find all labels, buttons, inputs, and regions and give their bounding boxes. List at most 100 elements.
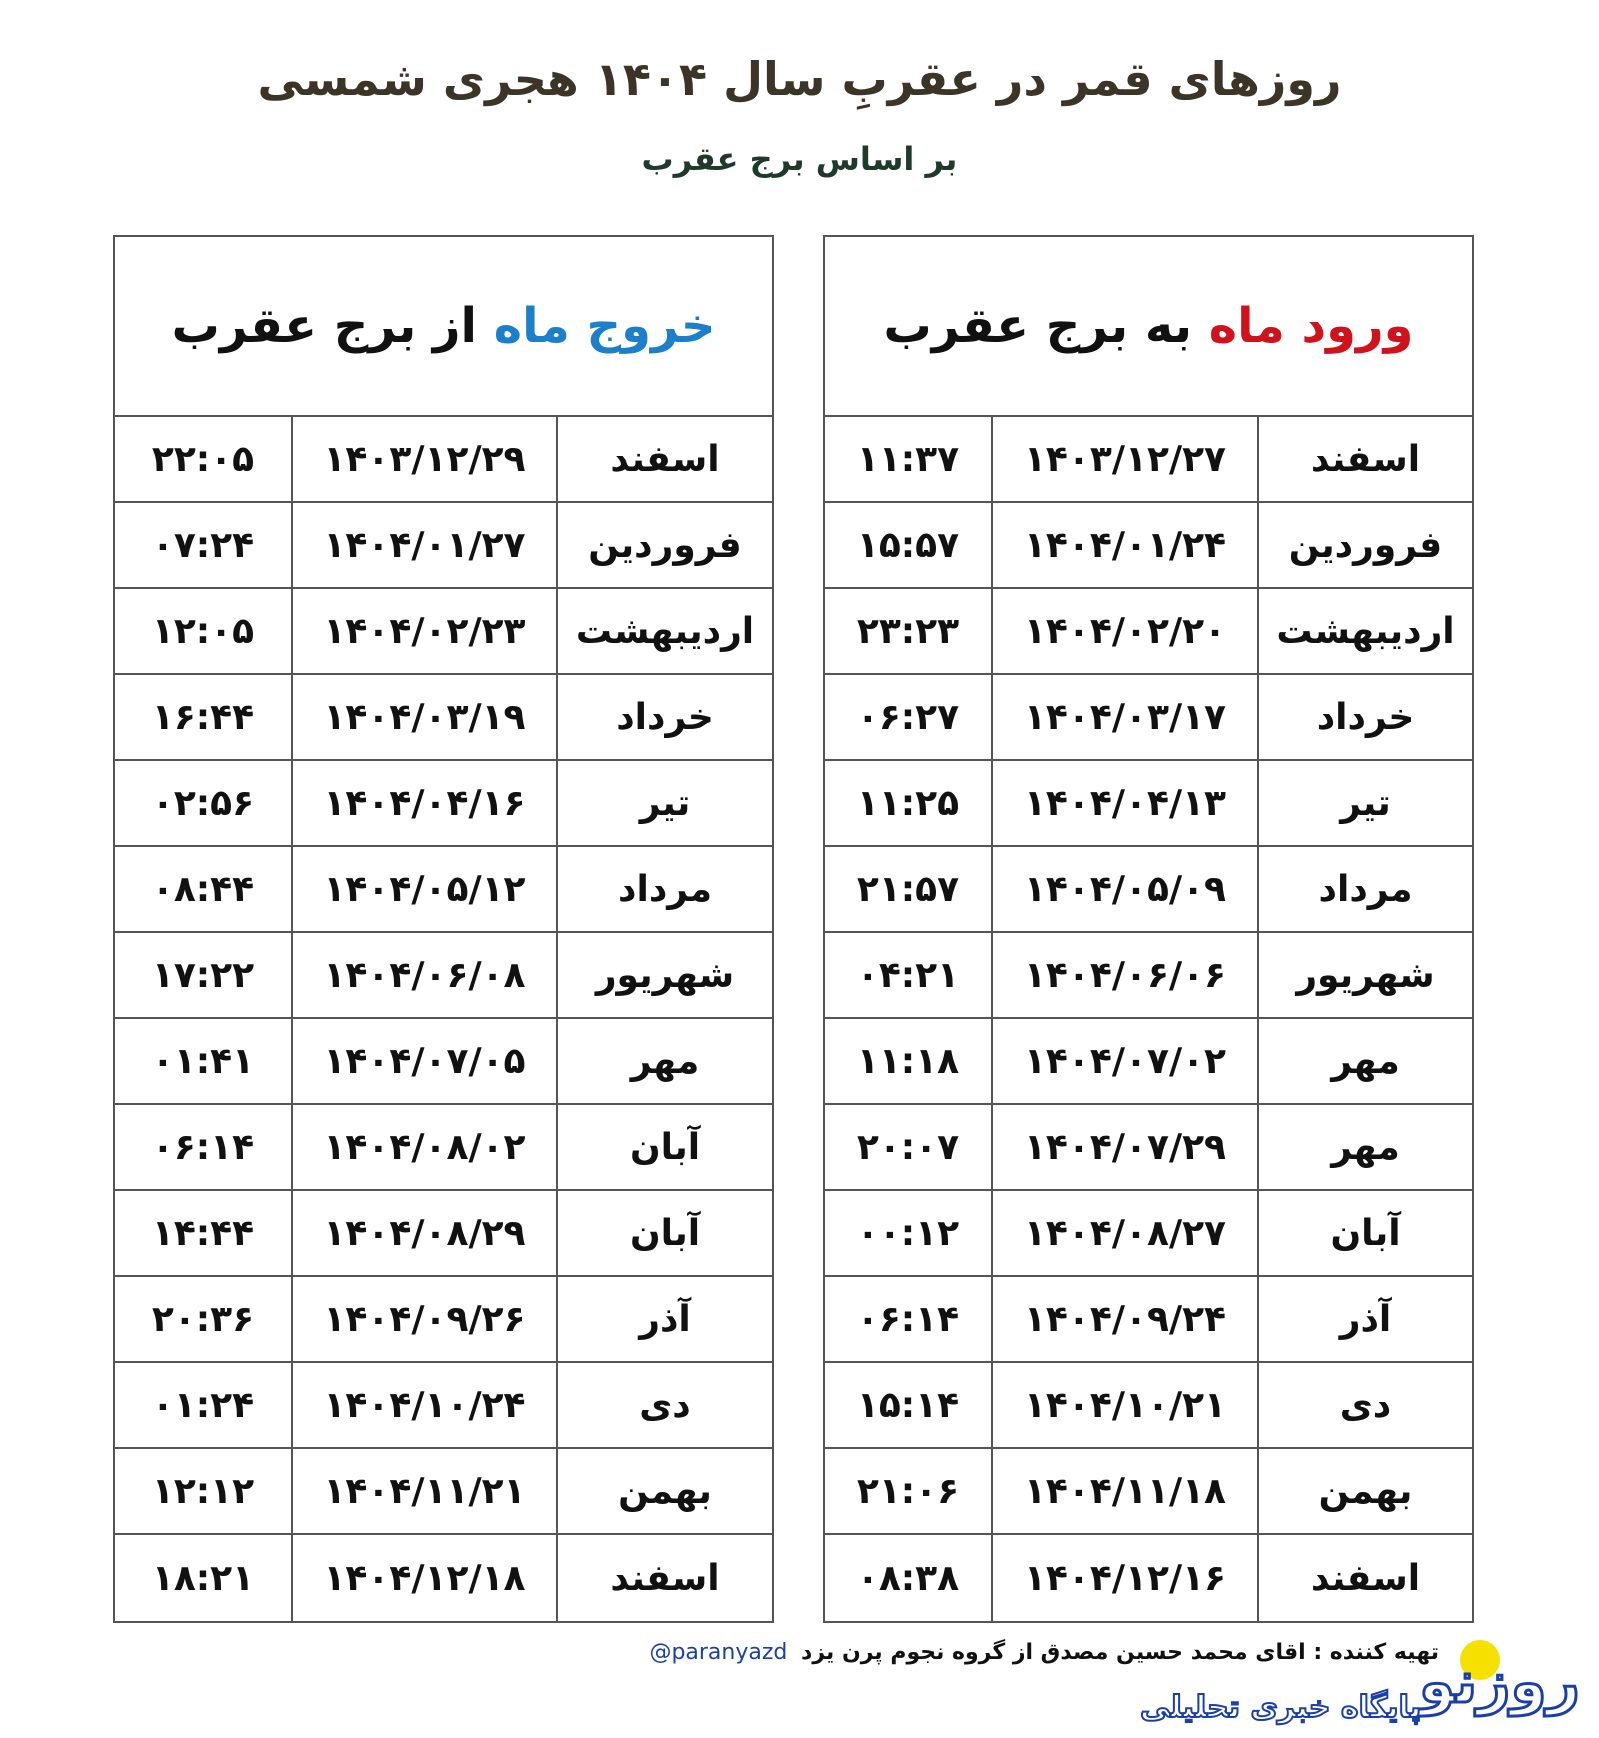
date-cell: ۱۴۰۴/۱۰/۲۴ (293, 1363, 558, 1447)
time-cell: ۲۲:۰۵ (115, 417, 293, 501)
month-cell: آبان (629, 1126, 701, 1168)
month-cell: اسفند (610, 438, 720, 480)
exit-table-body: ۲۲:۰۵ ۱۴۰۳/۱۲/۲۹ اسفند ۰۷:۲۴ ۱۴۰۴/۰۱/۲۷ فرورد… (115, 417, 772, 1621)
table-row: ۲۱:۰۶ ۱۴۰۴/۱۱/۱۸ بهمن (825, 1449, 1472, 1535)
table-row: ۱۴:۴۴ ۱۴۰۴/۰۸/۲۹ آبان (115, 1191, 772, 1277)
table-row: ۰۱:۴۱ ۱۴۰۴/۰۷/۰۵ مهر (115, 1019, 772, 1105)
date-cell: ۱۴۰۴/۱۱/۱۸ (993, 1449, 1259, 1533)
table-row: ۰۷:۲۴ ۱۴۰۴/۰۱/۲۷ فروردین (115, 503, 772, 589)
month-cell: اردیبهشت (575, 610, 755, 652)
date-cell: ۱۴۰۴/۰۸/۰۲ (293, 1105, 558, 1189)
table-row: ۲۳:۲۳ ۱۴۰۴/۰۲/۲۰ اردیبهشت (825, 589, 1472, 675)
table-row: ۰۸:۴۴ ۱۴۰۴/۰۵/۱۲ مرداد (115, 847, 772, 933)
sun-icon (1460, 1640, 1500, 1680)
date-cell: ۱۴۰۴/۰۵/۱۲ (293, 847, 558, 931)
month-cell: آبان (629, 1212, 701, 1254)
date-cell: ۱۴۰۴/۰۹/۲۶ (293, 1277, 558, 1361)
table-row: ۱۵:۱۴ ۱۴۰۴/۱۰/۲۱ دی (825, 1363, 1472, 1449)
table-row: ۰۲:۵۶ ۱۴۰۴/۰۴/۱۶ تیر (115, 761, 772, 847)
time-cell: ۰۶:۱۴ (825, 1277, 993, 1361)
site-logo[interactable]: روزنو پایگاه خبری تحلیلی (1139, 1640, 1590, 1735)
month-cell: اسفند (610, 1557, 720, 1599)
month-cell: اسفند (1310, 438, 1421, 480)
logo-tagline: پایگاه خبری تحلیلی (1139, 1689, 1422, 1726)
table-row: ۱۲:۰۵ ۱۴۰۴/۰۲/۲۳ اردیبهشت (115, 589, 772, 675)
date-cell: ۱۴۰۴/۰۳/۱۷ (993, 675, 1259, 759)
time-cell: ۲۰:۳۶ (115, 1277, 293, 1361)
date-cell: ۱۴۰۴/۰۷/۰۲ (993, 1019, 1259, 1103)
month-cell: خرداد (1316, 696, 1415, 738)
time-cell: ۱۶:۴۴ (115, 675, 293, 759)
time-cell: ۰۲:۵۶ (115, 761, 293, 845)
date-cell: ۱۴۰۳/۱۲/۲۷ (993, 417, 1259, 501)
table-row: ۰۸:۳۸ ۱۴۰۴/۱۲/۱۶ اسفند (825, 1535, 1472, 1621)
footer-credit-line: تهیه کننده : اقای محمد حسین مصدق از گروه… (649, 1640, 1439, 1665)
time-cell: ۰۷:۲۴ (115, 503, 293, 587)
page-title: روزهای قمر در عقربِ سال ۱۴۰۴ هجری شمسی (257, 52, 1342, 106)
time-cell: ۰۸:۴۴ (115, 847, 293, 931)
table-row: ۱۸:۲۱ ۱۴۰۴/۱۲/۱۸ اسفند (115, 1535, 772, 1621)
entry-heading-rest: به برج عقرب (883, 298, 1193, 354)
date-cell: ۱۴۰۴/۱۲/۱۸ (293, 1535, 558, 1621)
time-cell: ۱۱:۱۸ (825, 1019, 993, 1103)
time-cell: ۰۰:۱۲ (825, 1191, 993, 1275)
date-cell: ۱۴۰۴/۰۹/۲۴ (993, 1277, 1259, 1361)
date-cell: ۱۴۰۴/۰۱/۲۴ (993, 503, 1259, 587)
exit-heading-accent: خروج ماه (493, 298, 716, 354)
month-cell: تیر (639, 782, 691, 824)
table-row: ۱۵:۵۷ ۱۴۰۴/۰۱/۲۴ فروردین (825, 503, 1472, 589)
table-row: ۰۶:۱۴ ۱۴۰۴/۰۹/۲۴ آذر (825, 1277, 1472, 1363)
month-cell: فروردین (1288, 524, 1443, 566)
date-cell: ۱۴۰۴/۰۸/۲۷ (993, 1191, 1259, 1275)
month-cell: مهر (1331, 1040, 1400, 1082)
month-cell: آبان (1330, 1212, 1401, 1254)
time-cell: ۲۱:۰۶ (825, 1449, 993, 1533)
month-cell: مرداد (618, 868, 712, 910)
time-cell: ۱۵:۵۷ (825, 503, 993, 587)
exit-heading-rest: از برج عقرب (171, 298, 478, 354)
date-cell: ۱۴۰۴/۰۸/۲۹ (293, 1191, 558, 1275)
table-row: ۲۱:۵۷ ۱۴۰۴/۰۵/۰۹ مرداد (825, 847, 1472, 933)
month-cell: مرداد (1318, 868, 1413, 910)
month-cell: خرداد (616, 696, 714, 738)
time-cell: ۰۶:۲۷ (825, 675, 993, 759)
time-cell: ۱۴:۴۴ (115, 1191, 293, 1275)
table-row: ۲۰:۳۶ ۱۴۰۴/۰۹/۲۶ آذر (115, 1277, 772, 1363)
table-row: ۰۱:۲۴ ۱۴۰۴/۱۰/۲۴ دی (115, 1363, 772, 1449)
time-cell: ۰۶:۱۴ (115, 1105, 293, 1189)
date-cell: ۱۴۰۴/۰۴/۱۳ (993, 761, 1259, 845)
table-row: ۱۲:۱۲ ۱۴۰۴/۱۱/۲۱ بهمن (115, 1449, 772, 1535)
time-cell: ۲۰:۰۷ (825, 1105, 993, 1189)
time-cell: ۰۸:۳۸ (825, 1535, 993, 1621)
time-cell: ۱۱:۳۷ (825, 417, 993, 501)
time-cell: ۱۷:۲۲ (115, 933, 293, 1017)
date-cell: ۱۴۰۳/۱۲/۲۹ (293, 417, 558, 501)
table-row: ۲۲:۰۵ ۱۴۰۳/۱۲/۲۹ اسفند (115, 417, 772, 503)
table-row: ۱۶:۴۴ ۱۴۰۴/۰۳/۱۹ خرداد (115, 675, 772, 761)
logo-wordmark: روزنو (1418, 1647, 1582, 1718)
social-handle[interactable]: @paranyazd (649, 1640, 788, 1665)
time-cell: ۰۱:۲۴ (115, 1363, 293, 1447)
table-row: ۲۰:۰۷ ۱۴۰۴/۰۷/۲۹ مهر (825, 1105, 1472, 1191)
time-cell: ۱۵:۱۴ (825, 1363, 993, 1447)
time-cell: ۰۱:۴۱ (115, 1019, 293, 1103)
month-cell: شهریور (595, 954, 735, 996)
date-cell: ۱۴۰۴/۰۷/۰۵ (293, 1019, 558, 1103)
time-cell: ۱۲:۱۲ (115, 1449, 293, 1533)
date-cell: ۱۴۰۴/۱۲/۱۶ (993, 1535, 1259, 1621)
month-cell: مهر (630, 1040, 700, 1082)
time-cell: ۱۱:۲۵ (825, 761, 993, 845)
month-cell: بهمن (618, 1470, 712, 1512)
month-cell: اردیبهشت (1276, 610, 1455, 652)
table-row: ۱۱:۱۸ ۱۴۰۴/۰۷/۰۲ مهر (825, 1019, 1472, 1105)
date-cell: ۱۴۰۴/۰۳/۱۹ (293, 675, 558, 759)
month-cell: آذر (1339, 1298, 1392, 1340)
date-cell: ۱۴۰۴/۰۴/۱۶ (293, 761, 558, 845)
table-row: ۱۷:۲۲ ۱۴۰۴/۰۶/۰۸ شهریور (115, 933, 772, 1019)
month-cell: اسفند (1310, 1557, 1421, 1599)
date-cell: ۱۴۰۴/۱۰/۲۱ (993, 1363, 1259, 1447)
exit-table: خروج ماه از برج عقرب ۲۲:۰۵ ۱۴۰۳/۱۲/۲۹ اسفن… (113, 235, 774, 1623)
month-cell: فروردین (588, 524, 742, 566)
date-cell: ۱۴۰۴/۰۵/۰۹ (993, 847, 1259, 931)
credit-text: تهیه کننده : اقای محمد حسین مصدق از گروه… (801, 1640, 1439, 1665)
